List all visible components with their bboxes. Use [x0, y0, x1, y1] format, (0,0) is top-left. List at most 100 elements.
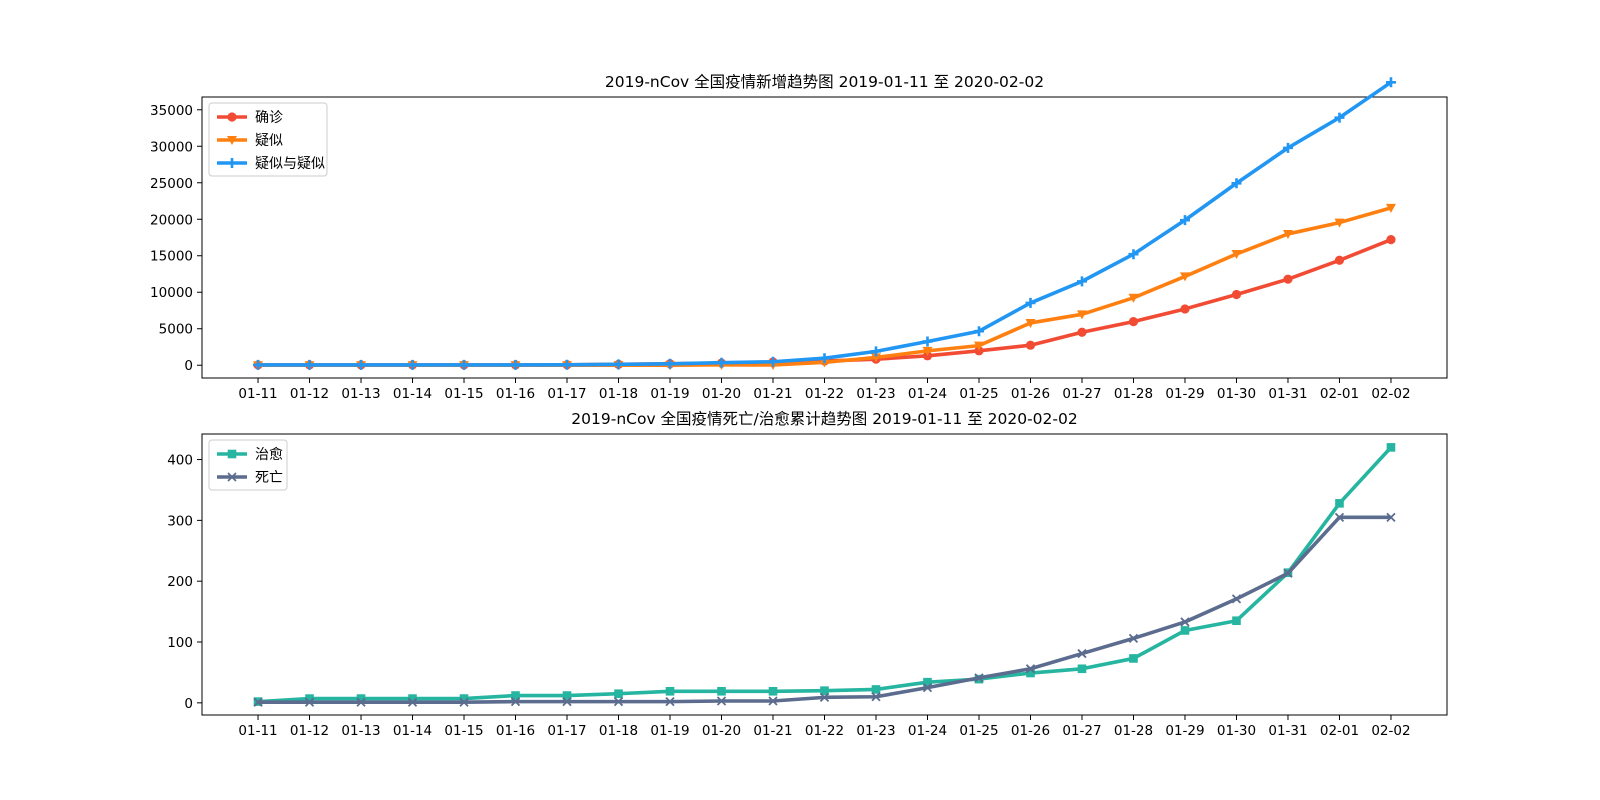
x-tick-label: 01-11 — [238, 386, 277, 402]
data-point — [459, 694, 469, 703]
data-point — [974, 673, 984, 683]
x-tick-label: 02-01 — [1320, 723, 1359, 739]
data-point — [870, 353, 881, 363]
data-point — [356, 697, 366, 707]
x-tick-label: 02-01 — [1320, 386, 1359, 402]
x-tick-label: 01-23 — [856, 386, 895, 402]
data-point — [1282, 142, 1293, 153]
x-tick-label: 01-13 — [341, 386, 380, 402]
x-tick-label: 01-19 — [650, 723, 689, 739]
data-point — [1180, 304, 1190, 314]
data-point — [820, 686, 829, 695]
x-tick-label: 01-19 — [650, 386, 689, 402]
data-point — [974, 346, 984, 356]
data-point — [665, 358, 676, 369]
x-tick-label: 01-20 — [702, 723, 741, 739]
x-tick-label: 01-25 — [959, 723, 998, 739]
data-point — [1386, 443, 1396, 452]
x-tick-label: 01-20 — [702, 386, 741, 402]
data-point — [1128, 293, 1139, 303]
data-point — [1335, 499, 1344, 508]
x-tick-label: 01-29 — [1165, 386, 1204, 402]
data-point — [1232, 616, 1241, 626]
x-tick-label: 01-31 — [1268, 386, 1307, 402]
data-point — [768, 356, 779, 367]
data-point — [665, 686, 675, 696]
data-point — [1025, 340, 1036, 350]
data-point — [1026, 668, 1035, 678]
x-tick-label: 01-12 — [290, 386, 329, 402]
x-tick-label: 01-22 — [805, 386, 844, 402]
series-s1 — [253, 512, 1396, 707]
data-point — [1180, 617, 1190, 627]
x-tick-label: 01-29 — [1165, 723, 1204, 739]
x-tick-label: 01-12 — [290, 723, 329, 739]
x-tick-label: 01-26 — [1011, 386, 1050, 402]
legend-marker — [227, 472, 237, 482]
data-point — [356, 359, 367, 370]
data-point — [1179, 272, 1190, 282]
data-point — [1231, 289, 1242, 300]
data-point — [613, 359, 624, 370]
x-tick-label: 01-15 — [444, 723, 483, 739]
x-tick-label: 01-24 — [908, 386, 947, 402]
legend-box — [208, 102, 328, 177]
data-point — [819, 353, 830, 364]
x-tick-label: 01-30 — [1217, 386, 1256, 402]
legend-label: 确诊 — [255, 110, 283, 126]
data-point — [1025, 318, 1036, 328]
x-tick-label: 01-24 — [908, 723, 947, 739]
data-point — [768, 696, 778, 706]
data-point — [407, 359, 418, 370]
data-point — [253, 359, 264, 370]
data-point — [1179, 215, 1190, 226]
y-tick-label: 10000 — [150, 285, 193, 301]
data-point — [922, 346, 933, 356]
x-tick-label: 01-21 — [753, 386, 792, 402]
data-point — [922, 682, 933, 693]
data-point — [717, 686, 726, 696]
data-point — [1128, 317, 1139, 327]
data-point — [253, 697, 263, 707]
x-tick-label: 01-23 — [856, 723, 895, 739]
data-point — [923, 677, 932, 687]
data-point — [973, 341, 984, 351]
x-tick-label: 01-28 — [1114, 386, 1153, 402]
x-tick-label: 01-13 — [341, 723, 380, 739]
data-point — [1077, 648, 1087, 659]
y-tick-label: 15000 — [150, 249, 193, 265]
data-point — [1334, 112, 1345, 123]
data-point — [305, 694, 314, 703]
data-point — [768, 686, 778, 696]
x-tick-label: 01-16 — [496, 723, 535, 739]
y-tick-label: 300 — [167, 513, 193, 529]
data-point — [459, 359, 470, 370]
data-point — [1231, 250, 1242, 260]
data-point — [562, 691, 572, 700]
data-point — [614, 689, 623, 699]
data-point — [1077, 327, 1087, 337]
legend-label: 治愈 — [255, 447, 283, 463]
data-point — [870, 346, 881, 357]
x-tick-label: 01-25 — [959, 386, 998, 402]
data-point — [1283, 274, 1293, 284]
x-tick-label: 01-30 — [1217, 723, 1256, 739]
data-point — [819, 692, 830, 702]
data-point — [613, 696, 624, 707]
x-tick-label: 01-28 — [1114, 723, 1153, 739]
x-tick-label: 01-17 — [547, 723, 586, 739]
data-point — [408, 694, 417, 703]
data-point — [1231, 594, 1242, 604]
x-tick-label: 01-21 — [753, 723, 792, 739]
x-tick-label: 01-18 — [599, 723, 638, 739]
y-tick-label: 100 — [167, 635, 193, 651]
data-point — [871, 692, 881, 702]
x-tick-label: 01-15 — [444, 386, 483, 402]
x-tick-label: 01-27 — [1062, 723, 1101, 739]
data-point — [716, 357, 727, 368]
data-point — [511, 691, 520, 700]
y-tick-label: 35000 — [150, 103, 193, 119]
y-tick-label: 30000 — [150, 139, 193, 155]
